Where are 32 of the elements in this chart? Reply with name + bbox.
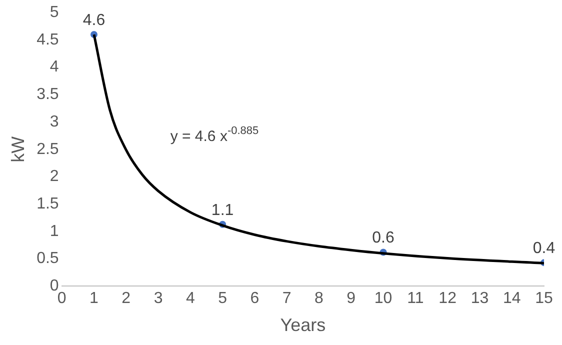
y-axis-title: kW <box>8 136 28 162</box>
x-tick-label: 1 <box>90 290 99 308</box>
x-tick-label: 11 <box>407 290 424 308</box>
x-tick-label: 4 <box>186 290 195 308</box>
y-tick-label: 1.5 <box>36 196 59 213</box>
y-tick-label: 3 <box>50 113 59 130</box>
x-tick-label: 12 <box>438 290 457 308</box>
y-tick-label: 2.5 <box>36 140 59 158</box>
data-label: 0.4 <box>532 240 556 258</box>
data-label: 4.6 <box>82 12 106 29</box>
x-tick-label: 6 <box>250 290 260 308</box>
y-tick-label: 0 <box>50 278 59 295</box>
x-tick-label: 9 <box>346 290 356 308</box>
y-tick-label: 5 <box>50 4 59 22</box>
y-tick-label: 0.5 <box>36 250 59 268</box>
y-tick-label: 2 <box>50 168 59 186</box>
x-tick-label: 14 <box>502 290 521 308</box>
x-tick-label: 13 <box>470 290 489 308</box>
x-tick-label: 3 <box>154 290 163 308</box>
x-tick-label: 8 <box>314 290 324 308</box>
y-tick-label: 3.5 <box>36 86 59 104</box>
x-tick-label: 15 <box>535 290 553 308</box>
x-axis-title: Years <box>280 315 326 336</box>
y-tick-label: 1 <box>50 222 59 240</box>
x-tick-label: 10 <box>374 290 392 308</box>
x-tick-label: 7 <box>282 290 292 308</box>
y-tick-label: 4 <box>50 58 59 76</box>
x-tick-label: 5 <box>218 290 228 308</box>
y-tick-label: 4.5 <box>36 31 59 48</box>
data-label: 0.6 <box>372 230 394 247</box>
data-label: 1.1 <box>211 202 234 219</box>
x-tick-label: 2 <box>122 290 131 308</box>
